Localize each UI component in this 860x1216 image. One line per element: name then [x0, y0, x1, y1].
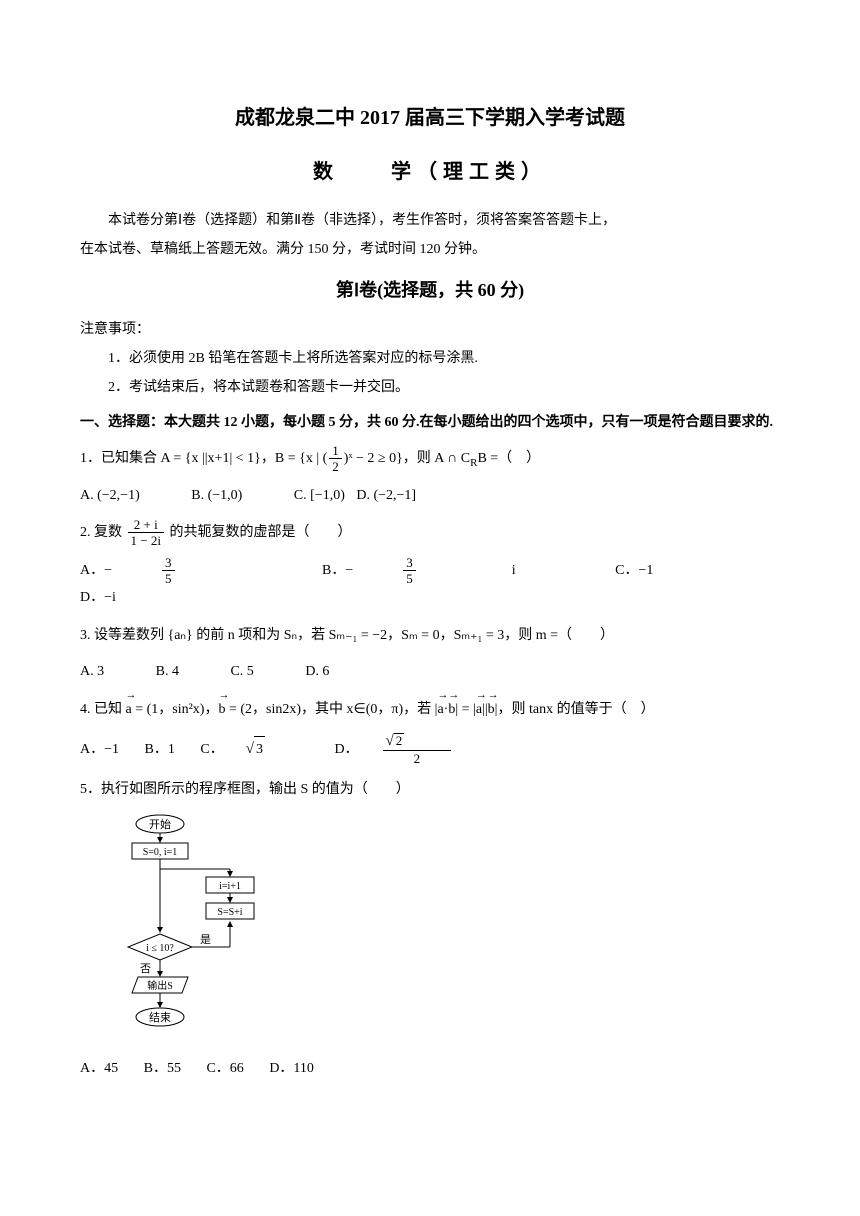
- fc-inc: i=i+1: [219, 881, 241, 892]
- q1-fraction: 12: [329, 444, 342, 473]
- q5-opt-d: D．110: [269, 1056, 314, 1081]
- q2-stem-b: 的共轭复数的虚部是（ ）: [166, 525, 352, 540]
- q4-opt-b: B．1: [145, 737, 175, 762]
- q4-options: A．−1 B．1 C．3 D．22: [80, 733, 780, 765]
- q3-opt-b: B. 4: [156, 659, 179, 684]
- question-5: 5．执行如图所示的程序框图，输出 S 的值为（ ）: [80, 775, 780, 806]
- q4-opt-a: A．−1: [80, 737, 119, 762]
- q1-stem-b: )ˣ − 2 ≥ 0}，则 A ∩ C: [344, 451, 470, 466]
- fc-output: 输出S: [147, 979, 173, 992]
- q5-opt-b: B．55: [144, 1056, 181, 1081]
- fc-start: 开始: [149, 817, 171, 831]
- doc-subtitle: 数 学（理工类）: [80, 154, 780, 190]
- fc-end: 结束: [149, 1011, 171, 1024]
- flowchart-diagram: 开始 S=0, i=1 i=i+1 S=S+i i ≤ 10? 是 否 输出S …: [120, 814, 780, 1048]
- doc-title: 成都龙泉二中 2017 届高三下学期入学考试题: [80, 100, 780, 136]
- q2-opt-d: D．−i: [80, 585, 116, 610]
- question-1: 1．已知集合 A = {x ||x+1| < 1}，B = {x | (12)ˣ…: [80, 444, 780, 475]
- q2-fraction: 2 + i1 − 2i: [128, 518, 164, 547]
- fc-init: S=0, i=1: [143, 847, 178, 858]
- notice-item-1: 1．必须使用 2B 铅笔在答题卡上将所选答案对应的标号涂黑.: [80, 346, 780, 371]
- notice-heading: 注意事项：: [80, 317, 780, 342]
- fc-add: S=S+i: [217, 907, 242, 918]
- question-4: 4. 已知 a = (1，sin²x)，b = (2，sin2x)，其中 x∈(…: [80, 695, 780, 726]
- q1-opt-d: D. (−2,−1]: [356, 483, 416, 508]
- fc-cond: i ≤ 10?: [146, 943, 174, 954]
- q1-stem-c: B =（ ）: [477, 451, 540, 466]
- q2-opt-b: B．−35 i: [322, 556, 564, 585]
- q3-opt-c: C. 5: [230, 659, 253, 684]
- q2-stem-a: 2. 复数: [80, 525, 126, 540]
- fc-yes: 是: [200, 933, 211, 946]
- q4-opt-c: C．3: [200, 736, 309, 763]
- q4-opt-d: D．22: [334, 733, 495, 765]
- q1-stem-a: 1．已知集合 A = {x ||x+1| < 1}，B = {x | (: [80, 451, 327, 466]
- q4-vec-b: b: [218, 695, 225, 726]
- q3-options: A. 3 B. 4 C. 5 D. 6: [80, 659, 780, 684]
- intro-line-2: 在本试卷、草稿纸上答题无效。满分 150 分，考试时间 120 分钟。: [80, 237, 780, 262]
- intro-line-1: 本试卷分第Ⅰ卷（选择题）和第Ⅱ卷（非选择），考生作答时，须将答案答答题卡上，: [80, 208, 780, 233]
- section-1-title: 第Ⅰ卷(选择题，共 60 分): [80, 274, 780, 306]
- notice-item-2: 2．考试结束后，将本试题卷和答题卡一并交回。: [80, 375, 780, 400]
- q5-opt-c: C．66: [206, 1056, 243, 1081]
- q2-opt-a: A．−35: [80, 556, 271, 585]
- question-2: 2. 复数 2 + i1 − 2i 的共轭复数的虚部是（ ）: [80, 518, 780, 549]
- q5-opt-a: A．45: [80, 1056, 118, 1081]
- question-3: 3. 设等差数列 {aₙ} 的前 n 项和为 Sₙ，若 Sₘ₋₁ = −2，Sₘ…: [80, 621, 780, 652]
- part-1-heading: 一、选择题：本大题共 12 小题，每小题 5 分，共 60 分.在每小题给出的四…: [80, 410, 780, 435]
- q1-opt-a: A. (−2,−1): [80, 483, 140, 508]
- q3-opt-a: A. 3: [80, 659, 104, 684]
- q5-options: A．45 B．55 C．66 D．110: [80, 1056, 780, 1081]
- q1-opt-b: B. (−1,0): [191, 483, 242, 508]
- q1-opt-c: C. [−1,0): [294, 483, 345, 508]
- q4-stem-a: 4. 已知: [80, 702, 126, 717]
- q2-options: A．−35 B．−35 i C．−1 D．−i: [80, 556, 780, 610]
- q4-vec-a: a: [126, 695, 132, 726]
- q2-opt-c: C．−1: [615, 558, 653, 583]
- q3-opt-d: D. 6: [305, 659, 329, 684]
- q1-options: A. (−2,−1) B. (−1,0) C. [−1,0) D. (−2,−1…: [80, 483, 780, 508]
- fc-no: 否: [140, 963, 151, 975]
